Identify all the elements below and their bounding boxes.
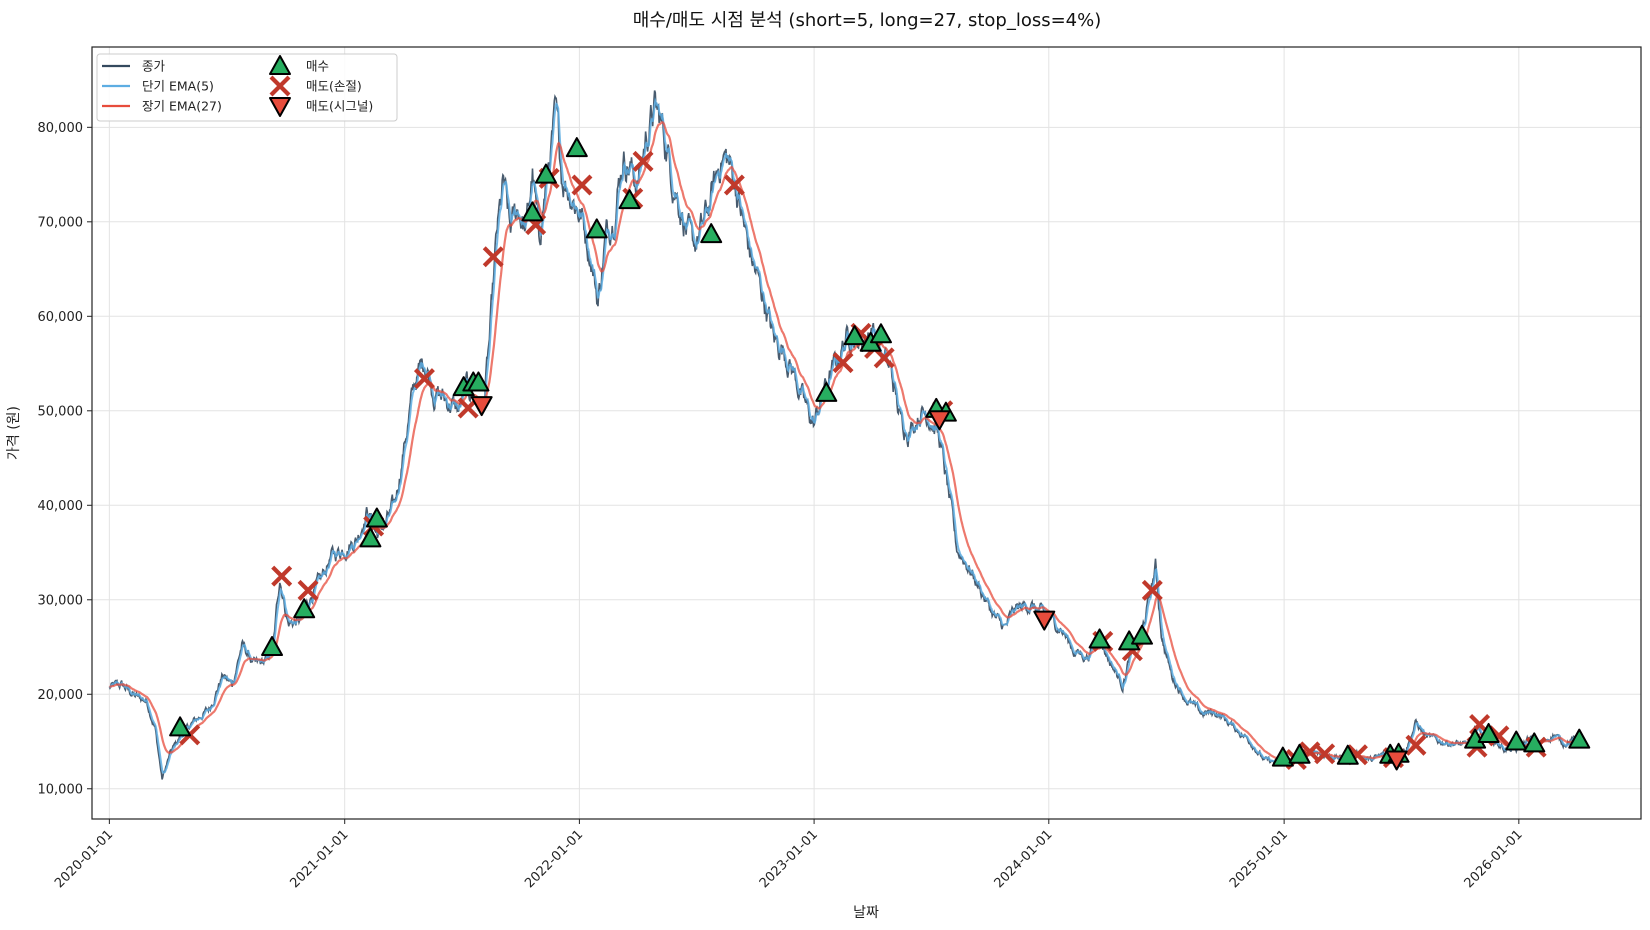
buy-marker [534,163,557,184]
sell-signal-marker [928,410,951,431]
buy-marker [521,201,544,222]
sell-stop-marker [723,174,745,196]
buy-marker [815,381,838,402]
sell-signal-marker [1033,610,1056,631]
y-tick-label: 30,000 [38,593,84,608]
sell-stop-marker [632,150,654,172]
legend-box [96,53,398,122]
buy-marker [1505,730,1528,751]
buy-marker [1288,743,1311,764]
buy-marker [565,137,588,158]
buy-marker [169,716,192,737]
grid-layer [92,47,1641,819]
legend-buy-swatch [269,55,291,75]
buy-marker [293,598,316,619]
sell-stop-marker [1314,743,1336,765]
buy-marker [1523,732,1546,753]
sell-signal-marker [470,396,493,417]
y-tick-label: 80,000 [38,121,84,136]
buy-marker [261,636,284,657]
sell-stop-marker [297,579,319,601]
sell-stop-marker [482,246,504,268]
y-tick-label: 40,000 [38,499,84,514]
buy-marker [1271,746,1294,767]
y-tick-label: 60,000 [38,310,84,325]
chart-title: 매수/매도 시점 분석 (short=5, long=27, stop_loss… [633,10,1102,31]
marker-layer [169,137,1591,771]
buy-marker [365,507,388,528]
sell-signal-marker [1385,750,1408,771]
legend-label: 장기 EMA(27) [142,99,222,114]
sell-stop-marker [413,368,435,390]
x-axis-label: 날짜 [853,905,879,921]
sell-stop-marker [1141,579,1163,601]
legend-label: 매도(시그널) [306,99,373,114]
buy-marker [700,223,723,244]
sell-stop-marker [873,347,895,369]
buy-marker [869,323,892,344]
sell-stop-marker [271,565,293,587]
buy-marker [1088,628,1111,649]
buy-marker [1477,722,1500,743]
buy-marker [1568,728,1591,749]
buy-marker [585,218,608,239]
buy-marker [1336,744,1359,765]
legend-label: 단기 EMA(5) [142,79,214,94]
legend-label: 매수 [306,59,329,74]
legend-label: 종가 [142,59,166,74]
sell-stop-marker [832,352,854,374]
y-axis-label: 가격 (원) [6,406,22,460]
legend-label: 매도(손절) [306,79,362,94]
buy-marker [618,189,641,210]
y-tick-label: 20,000 [38,688,84,703]
sell-stop-marker [1405,734,1427,756]
y-tick-label: 10,000 [38,782,84,797]
sell-stop-marker [571,174,593,196]
buy-marker [359,527,382,548]
buy-marker [843,325,866,346]
plot-frame [91,46,1642,820]
buy-marker [467,371,490,392]
y-tick-label: 70,000 [38,215,84,230]
y-tick-label: 50,000 [38,404,84,419]
buy-marker [1131,624,1154,645]
legend-sell-signal-swatch [269,97,291,117]
legend-sell-stop-swatch [269,75,291,97]
